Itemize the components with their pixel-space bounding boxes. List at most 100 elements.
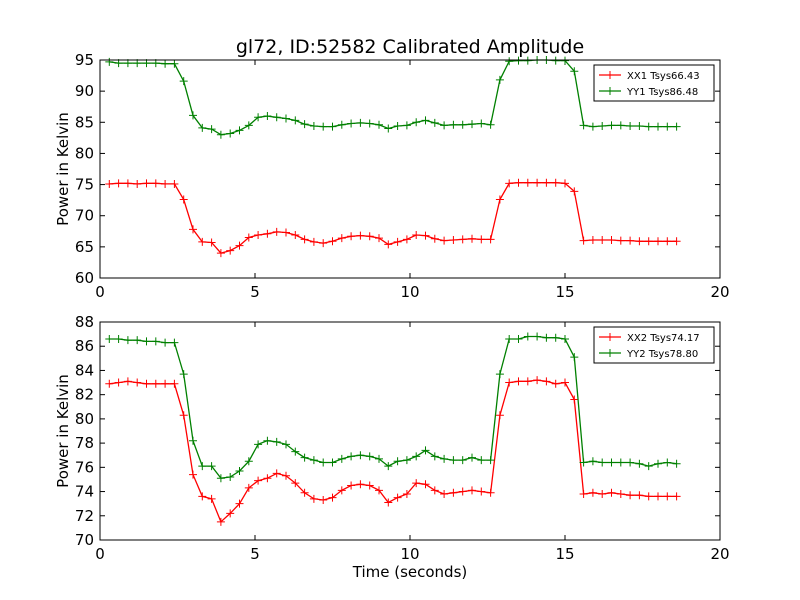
data-point (523, 178, 532, 187)
data-point (142, 337, 151, 346)
y-tick-label: 60 (75, 269, 94, 287)
data-point (533, 332, 542, 341)
data-point (570, 395, 579, 404)
data-point (505, 334, 514, 343)
data-point (198, 237, 207, 246)
legend: XX2 Tsys74.17 YY2 Tsys78.80 (593, 326, 715, 364)
data-point (486, 120, 495, 129)
data-point (514, 56, 523, 65)
data-point (235, 499, 244, 508)
legend: XX1 Tsys66.43 YY1 Tsys86.48 (593, 64, 715, 102)
data-point (495, 75, 504, 84)
y-tick-label: 72 (75, 507, 94, 525)
data-point (663, 122, 672, 131)
data-point (421, 116, 430, 125)
data-point (607, 236, 616, 245)
data-point (179, 195, 188, 204)
x-tick-label: 5 (250, 283, 260, 301)
data-point (663, 458, 672, 467)
data-point (309, 494, 318, 503)
data-point (244, 233, 253, 242)
data-point (495, 370, 504, 379)
data-point (328, 458, 337, 467)
data-point (170, 179, 179, 188)
series-xx2 (105, 376, 681, 526)
y-tick-label: 86 (75, 337, 94, 355)
data-point (477, 487, 486, 496)
data-point (458, 235, 467, 244)
data-point (207, 494, 216, 503)
data-point (588, 122, 597, 131)
data-point (179, 411, 188, 420)
data-point (347, 119, 356, 128)
data-point (523, 377, 532, 386)
y-tick-label: 90 (75, 82, 94, 100)
data-point (616, 489, 625, 498)
chart-panel-2: 0 5 10 15 20 70 72 74 76 78 80 82 84 86 88 Power in Kel… (54, 313, 730, 581)
data-point (561, 56, 569, 65)
data-point (189, 111, 197, 120)
x-tick-label: 20 (710, 545, 729, 563)
series-yy2 (105, 332, 681, 483)
data-point (337, 234, 346, 243)
data-point (105, 379, 114, 388)
data-point (412, 231, 421, 240)
data-point (468, 453, 476, 462)
legend-marker (606, 349, 614, 357)
series-line (109, 59, 677, 136)
data-point (337, 486, 346, 495)
data-point (607, 488, 616, 497)
data-point (198, 462, 207, 471)
data-point (663, 237, 672, 246)
data-point (412, 479, 421, 488)
data-point (170, 338, 179, 347)
data-point (468, 120, 476, 129)
data-point (123, 336, 132, 345)
data-point (384, 240, 393, 249)
data-point (672, 122, 681, 131)
data-point (291, 231, 300, 240)
data-point (235, 466, 244, 475)
data-point (607, 458, 616, 467)
data-point (477, 119, 486, 128)
y-tick-label: 85 (75, 113, 94, 131)
data-point (347, 481, 356, 490)
x-tick-label: 10 (400, 283, 419, 301)
data-point (421, 480, 430, 489)
data-point (598, 122, 607, 131)
data-point (514, 377, 523, 386)
data-point (635, 122, 644, 131)
data-point (198, 123, 207, 132)
data-point (207, 462, 216, 471)
data-point (226, 473, 235, 482)
data-point (421, 231, 430, 240)
data-point (309, 122, 318, 131)
data-point (393, 237, 402, 246)
data-point (561, 334, 569, 343)
y-tick-label: 95 (75, 51, 94, 69)
y-tick-label: 74 (75, 483, 94, 501)
data-point (244, 457, 253, 466)
data-point (114, 334, 123, 343)
data-point (449, 236, 458, 245)
data-point (189, 470, 197, 479)
data-point (440, 121, 449, 130)
data-point (365, 232, 374, 241)
data-point (291, 116, 300, 125)
data-point (365, 481, 374, 490)
data-point (226, 246, 235, 255)
y-axis-label: Power in Kelvin (54, 374, 72, 488)
data-point (486, 235, 495, 244)
data-point (616, 236, 625, 245)
data-point (440, 489, 449, 498)
data-point (291, 447, 300, 456)
data-point (356, 231, 365, 240)
data-point (179, 370, 188, 379)
legend-box (593, 64, 715, 102)
data-point (375, 454, 383, 463)
data-point (375, 486, 383, 495)
data-point (114, 378, 123, 387)
x-axis-label: Time (seconds) (352, 563, 468, 581)
data-point (635, 237, 644, 246)
data-point (505, 57, 514, 66)
